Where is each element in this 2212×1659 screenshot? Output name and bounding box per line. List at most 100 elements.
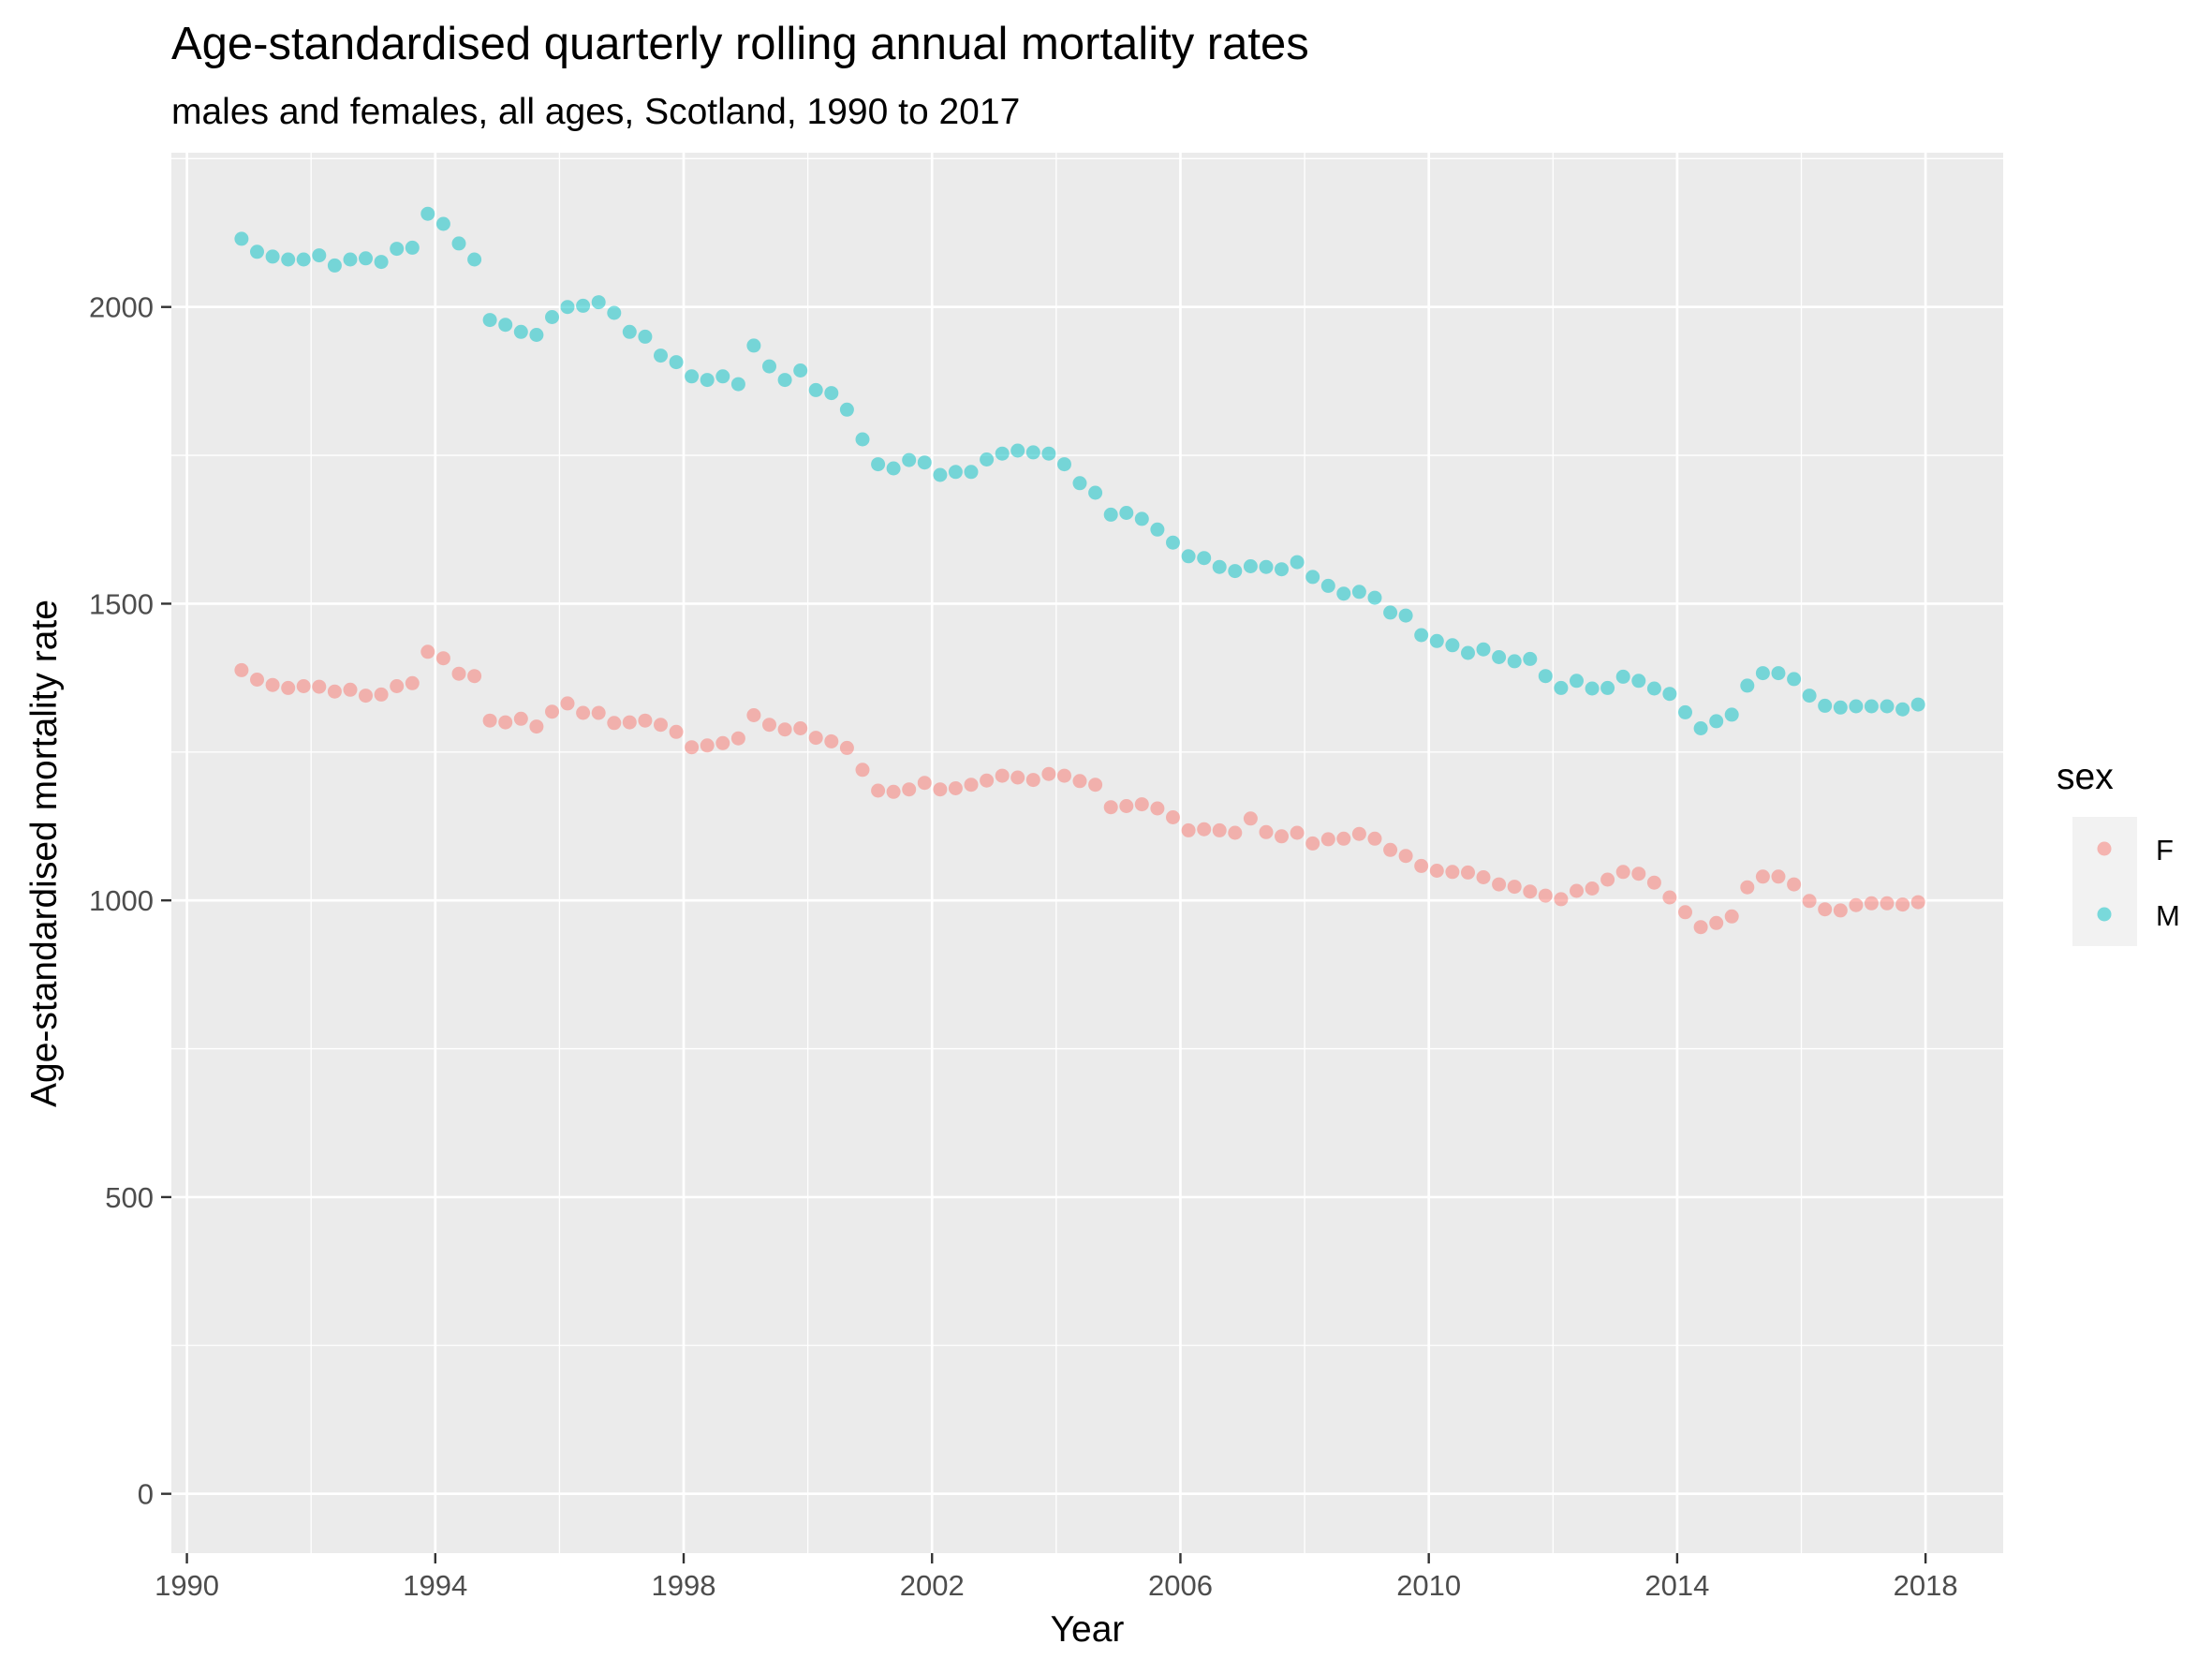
data-point-f [1678, 905, 1692, 920]
data-point-m [343, 252, 358, 267]
data-point-m [576, 298, 591, 313]
data-point-f [964, 778, 979, 792]
data-point-m [808, 382, 823, 397]
data-point-m [1290, 555, 1305, 570]
data-point-m [1476, 642, 1491, 657]
data-point-m [1709, 714, 1724, 729]
data-point-f [1585, 881, 1600, 896]
data-point-f [1802, 894, 1817, 909]
data-point-f [1724, 909, 1739, 924]
axes: 1990 1994 1998 2002 2006 2010 2014 2018 0 500 1000… [89, 291, 1958, 1602]
legend: sex F M [2057, 757, 2180, 946]
data-point-f [296, 679, 311, 693]
grid-lines [171, 153, 2003, 1553]
data-point-m [1895, 702, 1910, 717]
data-point-f [1787, 877, 1802, 892]
data-point-m [638, 329, 653, 344]
data-point-m [1646, 681, 1661, 696]
data-point-f [1025, 773, 1040, 788]
data-point-m [700, 373, 715, 388]
data-point-m [1802, 689, 1817, 704]
chart-title: Age-standardised quarterly rolling annua… [171, 19, 1309, 69]
data-point-m [1305, 570, 1320, 585]
data-point-f [917, 776, 932, 791]
data-point-m [1771, 666, 1786, 681]
data-point-m [250, 244, 264, 259]
data-point-m [591, 295, 606, 310]
data-point-m [467, 252, 482, 267]
data-point-f [1646, 875, 1661, 890]
data-point-f [700, 738, 715, 753]
data-point-f [1383, 842, 1398, 857]
data-point-f [451, 666, 466, 681]
data-point-m [762, 359, 776, 374]
data-point-f [1538, 888, 1553, 903]
data-point-m [824, 386, 839, 401]
data-point-m [374, 255, 389, 270]
legend-title: sex [2057, 757, 2114, 797]
data-point-f [1072, 774, 1087, 789]
data-point-f [1057, 768, 1071, 783]
data-point-m [1181, 549, 1196, 564]
data-point-f [995, 768, 1010, 783]
data-point-m [1414, 628, 1429, 643]
data-point-m [1243, 559, 1258, 573]
data-point-m [1025, 445, 1040, 460]
data-point-m [669, 355, 684, 370]
y-tick-label: 2000 [89, 291, 154, 324]
data-point-f [886, 784, 901, 799]
data-point-f [1709, 915, 1724, 930]
data-point-f [1461, 865, 1475, 880]
data-point-f [622, 715, 637, 730]
data-point-m [1336, 586, 1351, 601]
x-tick-label: 1990 [155, 1569, 219, 1602]
data-point-m [234, 231, 249, 246]
data-point-f [1507, 880, 1522, 895]
series-f [234, 644, 1925, 935]
series-m [234, 206, 1925, 735]
data-point-m [1119, 506, 1134, 520]
data-point-m [1693, 721, 1708, 735]
data-point-m [435, 216, 450, 231]
data-point-f [1771, 869, 1786, 884]
data-point-m [281, 252, 296, 267]
x-tick-label: 2010 [1396, 1569, 1461, 1602]
data-point-f [793, 721, 808, 735]
x-tick-label: 1994 [403, 1569, 467, 1602]
data-point-m [1212, 559, 1227, 574]
data-point-f [1755, 869, 1770, 884]
data-point-m [607, 305, 622, 320]
data-point-f [560, 696, 575, 711]
data-point-f [513, 711, 528, 726]
data-point-m [654, 348, 668, 363]
data-point-m [995, 446, 1010, 461]
data-point-f [1523, 884, 1538, 899]
data-point-m [855, 432, 870, 447]
plot-panel [171, 153, 2003, 1553]
data-point-m [871, 457, 886, 472]
data-point-m [327, 258, 342, 273]
data-point-m [1367, 590, 1382, 605]
data-point-f [1398, 849, 1413, 864]
data-point-f [1134, 797, 1149, 812]
data-point-m [1010, 443, 1025, 458]
data-point-f [312, 679, 327, 694]
data-point-m [1818, 698, 1833, 713]
data-point-f [576, 705, 591, 720]
data-point-m [685, 369, 700, 384]
data-point-m [1041, 446, 1056, 461]
data-point-m [1383, 605, 1398, 620]
data-point-f [405, 675, 420, 690]
data-point-m [420, 206, 435, 221]
data-point-m [1615, 669, 1630, 684]
y-tick-label: 1500 [89, 587, 154, 620]
data-point-m [1740, 678, 1755, 693]
data-point-f [607, 716, 622, 731]
data-point-f [529, 719, 544, 734]
data-point-f [933, 782, 948, 797]
data-point-f [1305, 836, 1320, 851]
data-point-f [1414, 858, 1429, 873]
y-axis-title: Age-standardised mortality rate [24, 600, 65, 1107]
